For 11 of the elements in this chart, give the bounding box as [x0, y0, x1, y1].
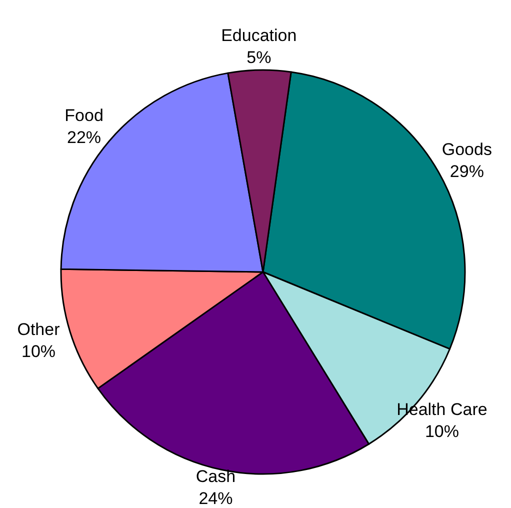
- slice-label: Other: [17, 320, 60, 340]
- slice-label: Education: [221, 26, 297, 46]
- data-label: 22%: [67, 128, 102, 147]
- data-label: 5%: [246, 48, 272, 68]
- slice-label: Cash: [196, 467, 236, 486]
- slice-label: Goods: [442, 140, 492, 160]
- slice-label: Food: [64, 106, 104, 125]
- data-label: 24%: [198, 489, 233, 508]
- data-label: 10%: [424, 422, 459, 442]
- data-label: 10%: [21, 342, 56, 362]
- data-label: 29%: [450, 162, 484, 182]
